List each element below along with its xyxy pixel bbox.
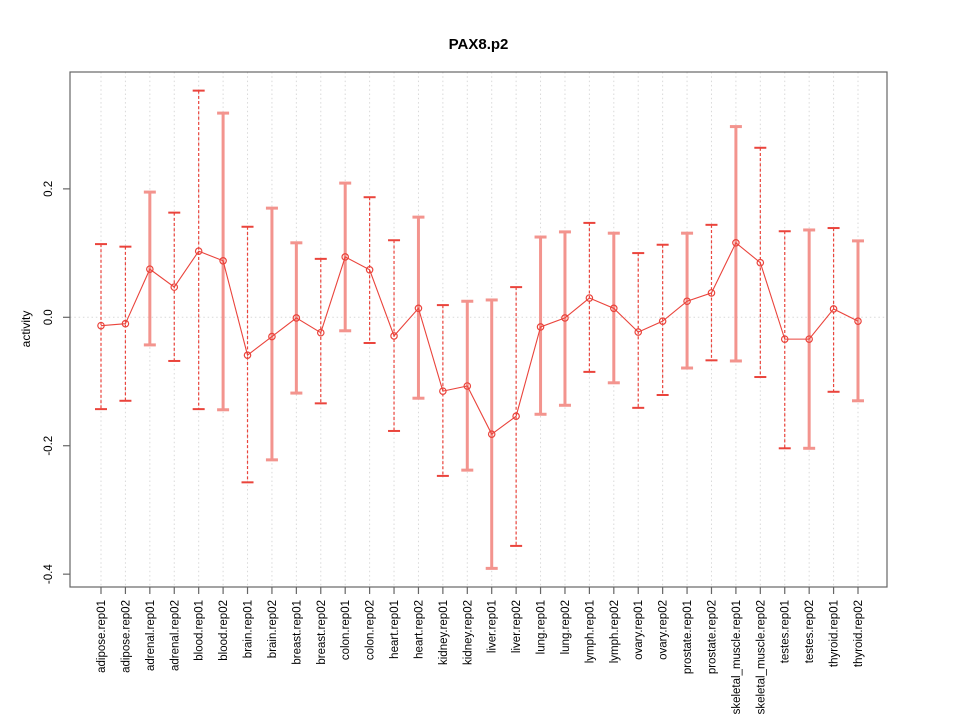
x-tick-label: adrenal.rep01: [145, 600, 157, 671]
x-tick-label: blood.rep01: [194, 600, 206, 661]
data-point: [634, 328, 643, 336]
data-point: [316, 328, 325, 337]
data-point: [439, 387, 447, 395]
x-tick-label: thyroid.rep01: [829, 600, 841, 667]
x-tick-label: kidney.rep01: [438, 600, 450, 665]
chart-title: PAX8.p2: [448, 36, 509, 53]
data-point: [610, 304, 618, 313]
data-point: [414, 304, 423, 313]
x-tick-label: lymph.rep02: [609, 600, 621, 663]
x-tick-label: ovary.rep02: [658, 600, 670, 660]
data-point: [292, 314, 301, 322]
data-point: [756, 258, 765, 267]
data-point: [97, 321, 105, 330]
x-tick-label: colon.rep01: [340, 600, 352, 660]
x-tick-label: lung.rep02: [560, 600, 572, 654]
x-tick-label: brain.rep01: [243, 600, 255, 658]
data-point: [536, 323, 545, 331]
y-tick-label: 0.0: [43, 309, 55, 325]
data-point: [829, 305, 838, 313]
data-point: [219, 256, 227, 265]
x-tick-label: testes.rep02: [804, 600, 816, 663]
data-point: [243, 351, 252, 359]
x-tick-label: blood.rep02: [218, 600, 230, 661]
data-point: [707, 289, 716, 297]
x-tick-label: colon.rep02: [365, 600, 377, 660]
y-tick-label: 0.2: [43, 181, 55, 197]
x-tick-label: ovary.rep01: [633, 600, 645, 660]
x-tick-label: heart.rep01: [389, 600, 401, 659]
x-tick-label: kidney.rep02: [462, 600, 474, 665]
x-tick-label: adipose.rep01: [96, 600, 108, 673]
data-point: [268, 332, 276, 341]
x-tick-label: lung.rep01: [536, 600, 548, 654]
x-tick-label: liver.rep01: [487, 600, 499, 653]
data-point: [365, 265, 374, 274]
x-tick-label: breast.rep01: [291, 600, 303, 665]
x-tick-label: lymph.rep01: [584, 600, 596, 663]
data-point: [512, 412, 520, 420]
y-tick-label: -0.4: [43, 564, 55, 584]
data-point: [658, 317, 667, 325]
x-tick-label: adrenal.rep02: [169, 600, 181, 671]
data-point: [805, 335, 813, 343]
data-point: [780, 335, 789, 343]
data-point: [146, 265, 154, 273]
x-tick-label: prostate.rep01: [682, 600, 694, 674]
x-tick-label: brain.rep02: [267, 600, 279, 658]
data-point: [341, 253, 349, 261]
data-point: [170, 283, 179, 291]
x-tick-label: heart.rep02: [413, 600, 425, 659]
x-tick-label: liver.rep02: [511, 600, 523, 653]
data-point: [487, 430, 496, 438]
y-tick-label: -0.2: [43, 436, 55, 456]
x-tick-label: breast.rep02: [316, 600, 328, 665]
data-point: [854, 317, 862, 325]
data-point: [194, 247, 203, 255]
data-point: [561, 314, 569, 322]
data-point: [732, 239, 740, 247]
data-point: [121, 319, 130, 328]
x-tick-label: adipose.rep02: [120, 600, 132, 673]
x-tick-label: thyroid.rep02: [853, 600, 865, 667]
data-point: [390, 332, 398, 340]
data-point: [585, 294, 594, 302]
data-point: [683, 297, 691, 306]
x-tick-label: testes.rep01: [780, 600, 792, 663]
x-tick-label: skeletal_muscle.rep02: [755, 600, 767, 714]
x-tick-label: skeletal_muscle.rep01: [731, 600, 743, 714]
series-line: [100, 241, 859, 435]
x-tick-label: prostate.rep02: [706, 600, 718, 674]
data-point: [463, 382, 472, 390]
plot-frame: [69, 71, 888, 588]
